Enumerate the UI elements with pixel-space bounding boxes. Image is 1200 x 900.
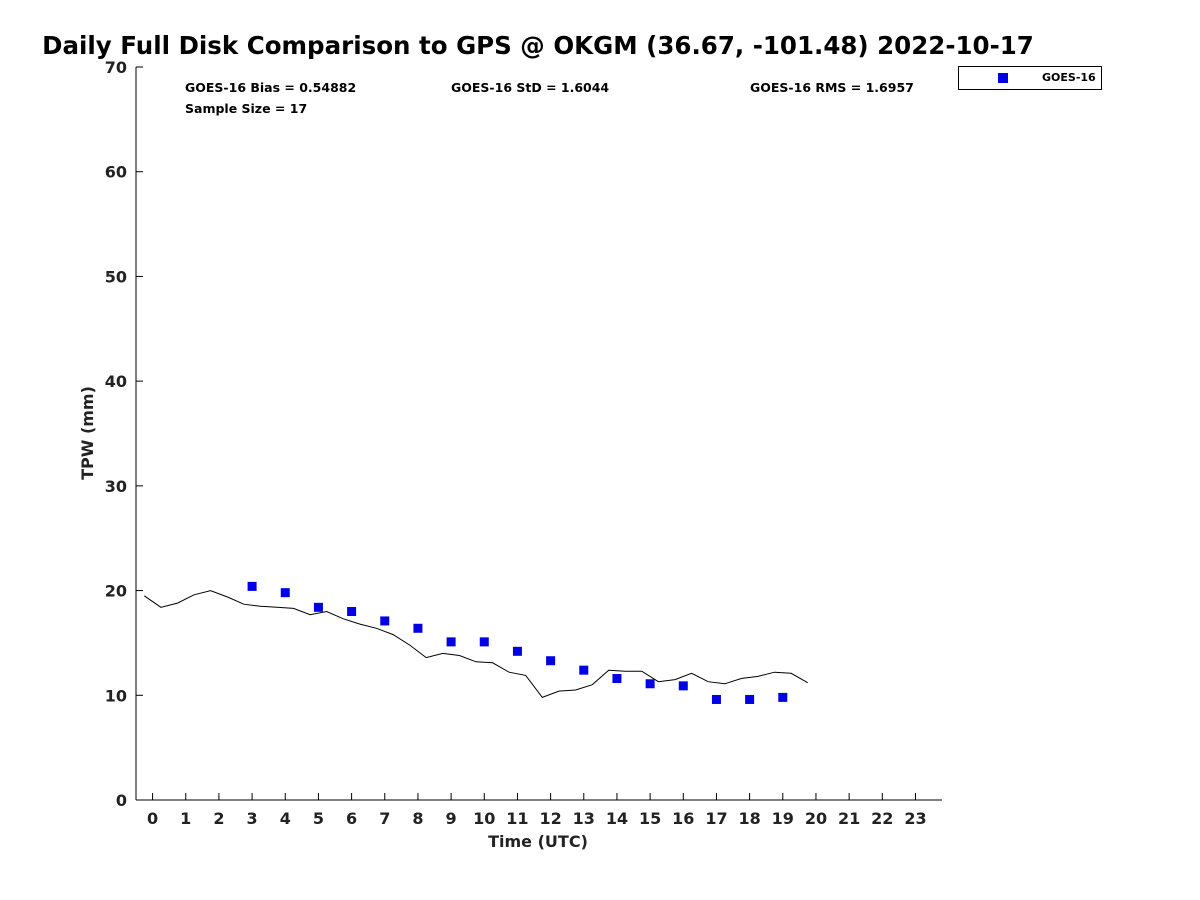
- data-marks: [144, 581, 808, 704]
- x-tick-label: 14: [606, 809, 628, 828]
- y-tick-label: 40: [105, 372, 127, 391]
- goes16-point: [579, 665, 589, 675]
- y-tick-label: 70: [105, 58, 127, 77]
- goes16-point: [546, 656, 556, 666]
- goes16-point: [247, 581, 257, 591]
- x-tick-label: 21: [838, 809, 860, 828]
- x-tick-label: 6: [346, 809, 357, 828]
- x-tick-label: 15: [639, 809, 661, 828]
- legend-label-goes16: GOES-16: [1042, 71, 1096, 84]
- y-tick-label: 0: [116, 791, 127, 810]
- goes16-point: [479, 637, 489, 647]
- x-tick-label: 5: [313, 809, 324, 828]
- x-tick-label: 17: [705, 809, 727, 828]
- legend-box: [958, 66, 1102, 90]
- y-tick-label: 10: [105, 686, 127, 705]
- x-tick-label: 0: [147, 809, 158, 828]
- goes16-point: [645, 679, 655, 689]
- chart-title: Daily Full Disk Comparison to GPS @ OKGM…: [42, 31, 1034, 60]
- legend-marker-goes16: [998, 73, 1008, 83]
- x-tick-label: 19: [772, 809, 794, 828]
- stat-bias: GOES-16 Bias = 0.54882: [185, 80, 356, 95]
- x-tick-label: 12: [539, 809, 561, 828]
- y-tick-label: 30: [105, 477, 127, 496]
- goes16-point: [512, 646, 522, 656]
- x-tick-label: 2: [213, 809, 224, 828]
- x-tick-label: 9: [446, 809, 457, 828]
- x-tick-label: 7: [379, 809, 390, 828]
- goes16-point: [280, 588, 290, 598]
- goes16-point: [413, 623, 423, 633]
- y-tick-label: 50: [105, 267, 127, 286]
- goes16-point: [313, 602, 323, 612]
- x-tick-label: 20: [805, 809, 827, 828]
- x-tick-label: 11: [506, 809, 528, 828]
- x-tick-label: 23: [904, 809, 926, 828]
- x-tick-label: 8: [412, 809, 423, 828]
- stat-sample-size: Sample Size = 17: [185, 101, 307, 116]
- x-tick-label: 3: [247, 809, 258, 828]
- goes16-point: [446, 637, 456, 647]
- y-axis-label: TPW (mm): [78, 386, 97, 480]
- y-tick-label: 60: [105, 163, 127, 182]
- y-ticks: 0 10 20 30 40 50 60 70: [105, 58, 143, 810]
- x-ticks: 0 1 2 3 4 5 6 7 8 9 10 11 12 13 14 15 16 17 18 19 20 21 22 23: [147, 793, 927, 828]
- goes16-point: [678, 681, 688, 691]
- goes16-point: [711, 694, 721, 704]
- x-tick-label: 1: [180, 809, 191, 828]
- plot-area: 0 1 2 3 4 5 6 7 8 9 10 11 12 13 14 15 16 17 18 19 20 21 22 23 0…: [105, 58, 942, 828]
- x-tick-label: 13: [573, 809, 595, 828]
- x-axis-label: Time (UTC): [488, 832, 588, 851]
- goes16-point: [347, 607, 357, 617]
- goes16-point: [778, 692, 788, 702]
- x-tick-label: 18: [738, 809, 760, 828]
- x-tick-label: 10: [473, 809, 495, 828]
- goes16-point: [380, 616, 390, 626]
- gps-line: [144, 590, 808, 699]
- y-tick-label: 20: [105, 582, 127, 601]
- goes16-point: [612, 674, 622, 684]
- x-tick-label: 22: [871, 809, 893, 828]
- x-tick-label: 16: [672, 809, 694, 828]
- legend: GOES-16: [958, 66, 1102, 90]
- stat-std: GOES-16 StD = 1.6044: [451, 80, 609, 95]
- goes16-point: [745, 694, 755, 704]
- stat-rms: GOES-16 RMS = 1.6957: [750, 80, 914, 95]
- x-tick-label: 4: [280, 809, 291, 828]
